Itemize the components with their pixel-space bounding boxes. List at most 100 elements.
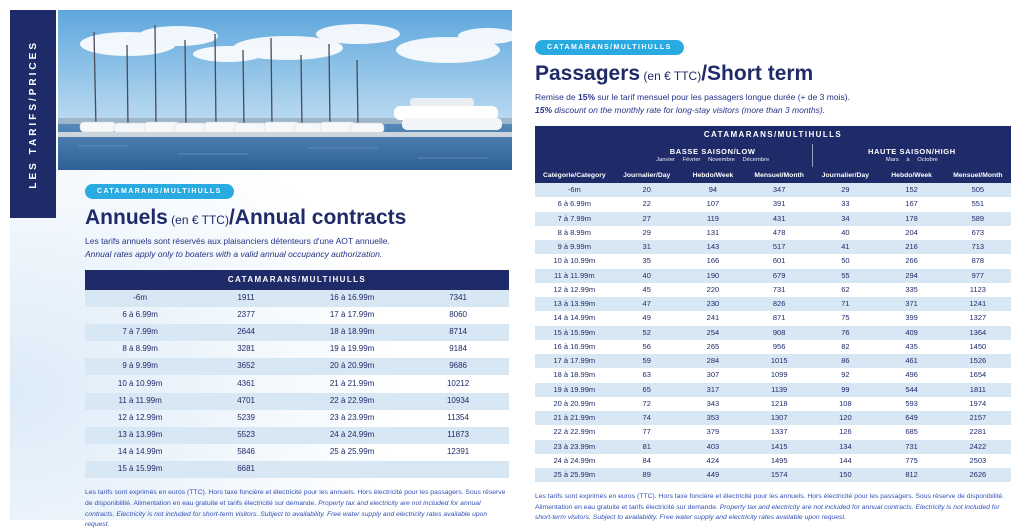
table-cell: 1099 <box>770 370 788 380</box>
table-cell: 75 <box>841 313 850 323</box>
table-cell: 23 à 23.99m <box>553 441 596 451</box>
table-cell: 13 à 13.99m <box>553 299 596 309</box>
table-cell: 956 <box>772 341 786 351</box>
table-cell: 908 <box>772 327 786 337</box>
annual-description-fr: Les tarifs annuels sont réservés aux pla… <box>85 236 390 247</box>
table-cell: 1241 <box>969 299 987 309</box>
table-cell: 27 <box>642 213 651 223</box>
table-cell: 21 à 21.99m <box>329 378 375 388</box>
table-cell: 5523 <box>237 430 255 440</box>
table-cell: 34 <box>841 213 850 223</box>
annual-content: CATAMARANS/MULTIHULLS Annuels (en € TTC)… <box>85 180 509 531</box>
table-cell: 24 à 24.99m <box>329 430 375 440</box>
table-cell: 731 <box>905 441 918 451</box>
table-cell: 1654 <box>969 370 987 380</box>
table-cell: 13 à 13.99m <box>117 430 163 440</box>
table-cell: 6 à 6.99m <box>122 309 158 319</box>
annual-title-fr: Annuels <box>85 206 168 229</box>
shortterm-table-body: -6m 20 94 347 29 152 505 6 à 6.99m 22 107 391 33 167… <box>535 183 1011 483</box>
table-cell: 1974 <box>969 398 987 408</box>
table-cell: 11 à 11.99m <box>118 395 162 405</box>
table-cell: 1139 <box>771 384 788 394</box>
table-row: 14 à 14.99m 49 241 871 75 399 1327 <box>535 311 1011 325</box>
table-cell: 72 <box>642 398 651 408</box>
table-row: 24 à 24.99m 84 424 1495 144 775 2503 <box>535 454 1011 468</box>
shortterm-description: Remise de 15% sur le tarif mensuel pour … <box>535 91 1011 117</box>
table-cell: 589 <box>971 213 985 223</box>
table-cell: 343 <box>706 398 720 408</box>
table-cell: 22 à 22.99m <box>553 427 596 437</box>
table-cell: 20 <box>642 185 651 195</box>
table-cell: 41 <box>841 242 850 252</box>
table-cell: 45 <box>642 284 651 294</box>
table-cell: 1495 <box>770 455 788 465</box>
table-cell: 220 <box>706 284 720 294</box>
shortterm-title-fr: Passagers <box>535 62 641 85</box>
table-cell: 9 à 9.99m <box>122 361 158 371</box>
table-cell: 134 <box>839 441 852 451</box>
table-cell: 1415 <box>770 441 788 451</box>
annual-description-en: Annual rates apply only to boaters with … <box>85 248 383 259</box>
table-cell: 2626 <box>969 470 987 480</box>
column-header-week-low: Hebdo/Week <box>679 167 747 184</box>
season-header-row: BASSE SAISON/LOW Janvier Février Novembr… <box>535 143 1011 168</box>
table-cell: 1123 <box>969 284 986 294</box>
table-cell: 76 <box>841 327 850 337</box>
table-row: 10 à 10.99m 35 166 601 50 266 878 <box>535 254 1011 268</box>
table-row: 7 à 7.99m 27 119 431 34 178 589 <box>535 211 1011 226</box>
shortterm-title-ttc: (en € TTC) <box>640 69 702 83</box>
table-cell: 679 <box>772 270 786 280</box>
catamarans-badge: CATAMARANS/MULTIHULLS <box>535 40 684 55</box>
table-cell: 126 <box>839 427 852 437</box>
table-cell: 35 <box>642 256 651 266</box>
table-cell: 31 <box>642 242 651 252</box>
column-header-day-low: Journalier/Day <box>613 167 680 184</box>
table-cell: 371 <box>905 299 918 309</box>
table-cell: 812 <box>905 470 918 480</box>
table-cell: 10934 <box>446 395 470 405</box>
table-cell: 22 à 22.99m <box>329 395 375 405</box>
table-cell: 150 <box>839 470 852 480</box>
low-season-header: BASSE SAISON/LOW Janvier Février Novembr… <box>613 143 813 168</box>
table-cell: 431 <box>772 213 786 223</box>
table-cell: 403 <box>706 441 720 451</box>
table-cell: -6m <box>567 185 581 195</box>
table-cell: 12 à 12.99m <box>553 284 596 294</box>
shortterm-footnote-fr: Les tarifs sont exprimés en euros (TTC).… <box>535 493 1005 511</box>
column-header-category: Catégorie/Category <box>535 167 614 184</box>
column-header-day-high: Journalier/Day <box>812 167 879 184</box>
table-cell: 56 <box>642 341 651 351</box>
table-row: 14 à 14.99m 5846 25 à 25.99m 12391 <box>85 444 509 461</box>
shortterm-description-en: 15% discount on the monthly rate for lon… <box>535 104 826 115</box>
table-row: -6m 20 94 347 29 152 505 <box>535 183 1011 198</box>
high-season-months: Mars à Octobre <box>885 157 938 164</box>
table-cell: 347 <box>772 185 786 195</box>
table-cell: 1218 <box>770 398 788 408</box>
table-cell: 11354 <box>447 412 469 422</box>
table-cell: 1015 <box>770 356 788 366</box>
table-cell: 15 à 15.99m <box>553 327 596 337</box>
table-cell: 10 à 10.99m <box>117 378 163 388</box>
table-cell: 8060 <box>449 309 467 319</box>
table-cell: 167 <box>905 199 918 209</box>
table-row: 18 à 18.99m 63 307 1099 92 496 1654 <box>535 368 1011 382</box>
table-cell: 19 à 19.99m <box>553 384 596 394</box>
table-cell: 9 à 9.99m <box>557 242 591 252</box>
table-cell: 10 à 10.99m <box>553 256 596 266</box>
table-cell: 16 à 16.99m <box>329 292 375 302</box>
table-cell: 166 <box>706 256 720 266</box>
annual-title: Annuels (en € TTC)/Annual contracts <box>85 206 509 229</box>
table-cell: 353 <box>706 413 720 423</box>
column-header-month-low: Mensuel/Month <box>746 167 813 184</box>
table-row: 16 à 16.99m 56 265 956 82 435 1450 <box>535 340 1011 354</box>
table-row: 6 à 6.99m 22 107 391 33 167 551 <box>535 197 1011 211</box>
table-cell: 14 à 14.99m <box>553 313 596 323</box>
table-cell: 152 <box>905 185 918 195</box>
table-cell: 399 <box>905 313 918 323</box>
table-cell: 94 <box>708 185 718 195</box>
table-cell: 52 <box>642 327 651 337</box>
table-cell: 19 à 19.99m <box>329 344 375 354</box>
table-cell: 424 <box>706 455 720 465</box>
sidebar-label: LES TARIFS/PRICES <box>27 39 39 189</box>
table-cell: 9184 <box>449 344 467 354</box>
